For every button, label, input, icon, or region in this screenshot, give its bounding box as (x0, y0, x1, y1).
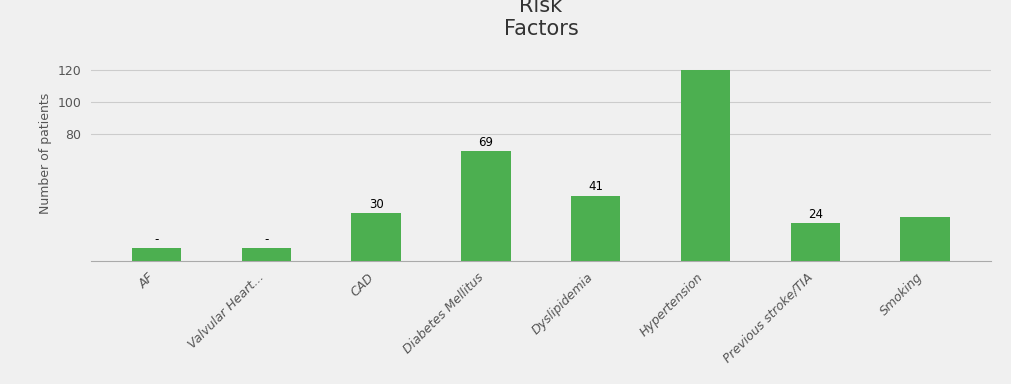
Text: -: - (264, 233, 269, 246)
Text: 41: 41 (588, 180, 604, 194)
Bar (680, 70, 730, 261)
Y-axis label: Number of patients: Number of patients (38, 93, 52, 214)
Text: 30: 30 (369, 198, 383, 211)
Bar (131, 248, 181, 261)
Bar (242, 248, 291, 261)
Text: 69: 69 (478, 136, 493, 149)
Bar (901, 217, 950, 261)
Text: -: - (155, 233, 159, 246)
Bar (461, 151, 511, 261)
Bar (571, 196, 621, 261)
Bar (352, 214, 401, 261)
Title: Risk
Factors: Risk Factors (503, 0, 578, 39)
Bar (791, 223, 840, 261)
Text: 24: 24 (808, 207, 823, 220)
